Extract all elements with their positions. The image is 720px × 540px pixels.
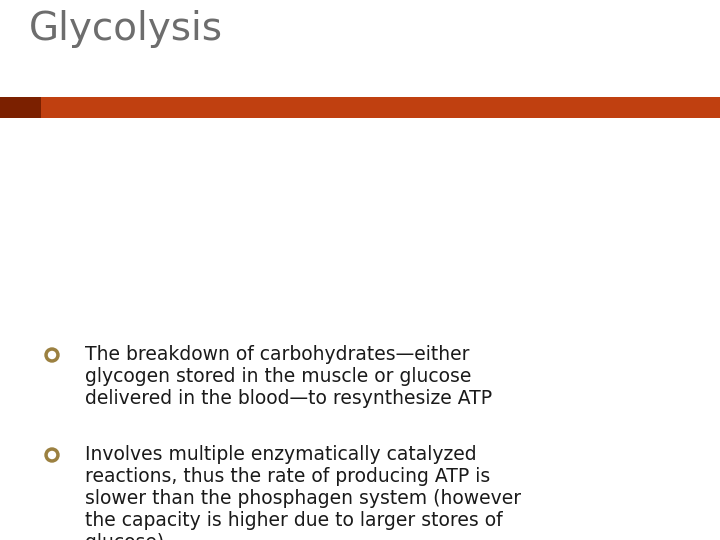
Text: Glycolysis: Glycolysis: [29, 10, 222, 48]
Circle shape: [48, 352, 55, 359]
Text: Involves multiple enzymatically catalyzed: Involves multiple enzymatically catalyze…: [85, 446, 477, 464]
Text: reactions, thus the rate of producing ATP is: reactions, thus the rate of producing AT…: [85, 468, 490, 487]
Text: glucose): glucose): [85, 534, 164, 540]
Text: the capacity is higher due to larger stores of: the capacity is higher due to larger sto…: [85, 511, 503, 530]
Circle shape: [45, 448, 59, 462]
Bar: [0, 97, 41, 118]
Text: delivered in the blood—to resynthesize ATP: delivered in the blood—to resynthesize A…: [85, 389, 492, 408]
Bar: [41, 97, 720, 118]
Text: The breakdown of carbohydrates—either: The breakdown of carbohydrates—either: [85, 346, 469, 365]
Text: glycogen stored in the muscle or glucose: glycogen stored in the muscle or glucose: [85, 368, 472, 387]
Circle shape: [48, 451, 55, 458]
Text: slower than the phosphagen system (however: slower than the phosphagen system (howev…: [85, 489, 521, 509]
Circle shape: [45, 348, 59, 362]
